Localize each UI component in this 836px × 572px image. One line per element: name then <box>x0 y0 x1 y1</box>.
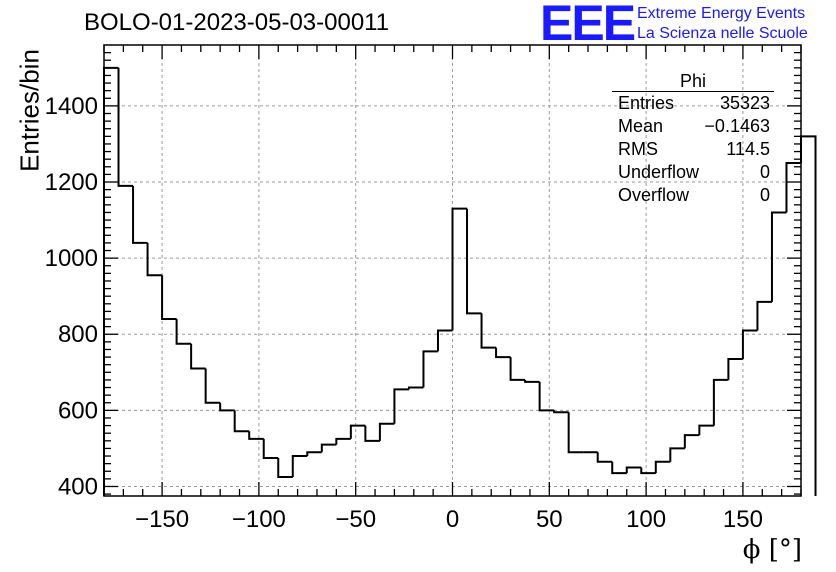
y-tick-label: 400 <box>58 473 98 500</box>
histogram-bin <box>190 343 206 370</box>
stats-title: Phi <box>612 72 774 92</box>
stats-value: 0 <box>759 185 770 205</box>
logo-line-1: Extreme Energy Events <box>637 5 806 22</box>
chart-title: BOLO-01-2023-05-03-00011 <box>84 9 390 36</box>
stats-label: Overflow <box>618 185 690 205</box>
x-tick-label: 150 <box>723 506 763 533</box>
eee-logo: EEE <box>540 0 636 51</box>
histogram-bin <box>335 437 351 445</box>
stats-label: RMS <box>618 139 658 159</box>
stats-row-overflow: Overflow 0 <box>612 184 774 207</box>
histogram-bin <box>451 207 468 331</box>
x-tick-label: −100 <box>232 506 286 533</box>
histogram-bin <box>422 350 438 388</box>
y-tick-label: 1200 <box>45 169 98 196</box>
y-tick-label: 800 <box>58 321 98 348</box>
histogram-bin <box>654 460 671 474</box>
x-axis-label: ϕ [°] <box>742 535 802 565</box>
histogram-bin <box>466 208 482 315</box>
histogram-bin <box>770 211 787 302</box>
stats-box: Phi Entries 35323 Mean −0.1463 RMS 114.5… <box>612 72 774 207</box>
histogram-bin <box>436 329 453 352</box>
x-tick-label: −50 <box>335 506 376 533</box>
histogram-bin <box>800 135 817 496</box>
histogram-bin <box>407 386 424 390</box>
x-tick-label: 100 <box>626 506 666 533</box>
histogram-bin <box>349 424 366 439</box>
histogram-bin <box>117 67 134 187</box>
histogram-bin <box>277 457 293 478</box>
histogram-bin <box>291 455 308 477</box>
histogram-bin <box>161 275 177 321</box>
stats-row-underflow: Underflow 0 <box>612 161 774 184</box>
histogram-bin <box>219 402 235 412</box>
x-tick-label: 0 <box>446 506 459 533</box>
stats-label: Mean <box>618 116 664 136</box>
stats-value: 0 <box>759 162 770 182</box>
histogram-bin <box>524 379 540 383</box>
histogram-bin <box>669 447 685 462</box>
histogram-bin <box>393 388 409 424</box>
histogram-bin <box>378 422 395 441</box>
stats-value: −0.1463 <box>704 116 770 136</box>
y-tick-label: 600 <box>58 397 98 424</box>
eee-logo-text: Extreme Energy Events La Scienza nelle S… <box>637 4 808 44</box>
histogram-bin <box>567 412 584 454</box>
histogram-bin <box>712 378 729 426</box>
histogram-bin <box>698 424 714 436</box>
histogram-bin <box>785 161 801 213</box>
histogram-bin <box>640 467 656 475</box>
y-axis-label: Entries/bin <box>14 49 45 172</box>
stats-value: 35323 <box>719 93 770 113</box>
histogram-bin <box>364 425 380 442</box>
histogram-bin <box>175 319 192 345</box>
stats-value: 114.5 <box>726 139 770 159</box>
histogram-bin <box>248 431 264 440</box>
x-tick-label: 50 <box>536 506 563 533</box>
y-tick-label: 1400 <box>45 93 98 120</box>
histogram-bin <box>611 461 627 475</box>
histogram-bin <box>233 410 250 433</box>
stats-row-rms: RMS 114.5 <box>612 138 774 161</box>
x-tick-label: −150 <box>135 506 189 533</box>
histogram-bin <box>741 329 758 359</box>
histogram-bin <box>103 66 119 496</box>
stats-row-mean: Mean −0.1463 <box>612 115 774 138</box>
histogram-bin <box>553 410 569 414</box>
histogram-bin <box>306 451 322 457</box>
histogram-bin <box>625 466 642 474</box>
plot-frame <box>103 44 802 497</box>
histogram-bin <box>495 347 511 359</box>
histogram-bin <box>509 357 526 381</box>
stats-label: Underflow <box>618 162 700 182</box>
histogram-bin <box>727 357 743 380</box>
histogram-bin <box>262 438 279 459</box>
histogram-bin <box>683 434 700 449</box>
stats-row-entries: Entries 35323 <box>612 92 774 115</box>
histogram-bin <box>204 368 221 404</box>
histogram-bin <box>480 313 497 349</box>
histogram-bin <box>756 300 772 331</box>
histogram-bin <box>538 381 555 412</box>
y-tick-label: 1000 <box>45 245 98 272</box>
histogram-bin <box>132 185 148 244</box>
stats-label: Entries <box>618 93 675 113</box>
histogram-bin <box>596 452 613 463</box>
histogram-bin <box>320 443 337 453</box>
logo-line-2: La Scienza nelle Scuole <box>637 25 808 42</box>
histogram-bin <box>146 242 163 277</box>
